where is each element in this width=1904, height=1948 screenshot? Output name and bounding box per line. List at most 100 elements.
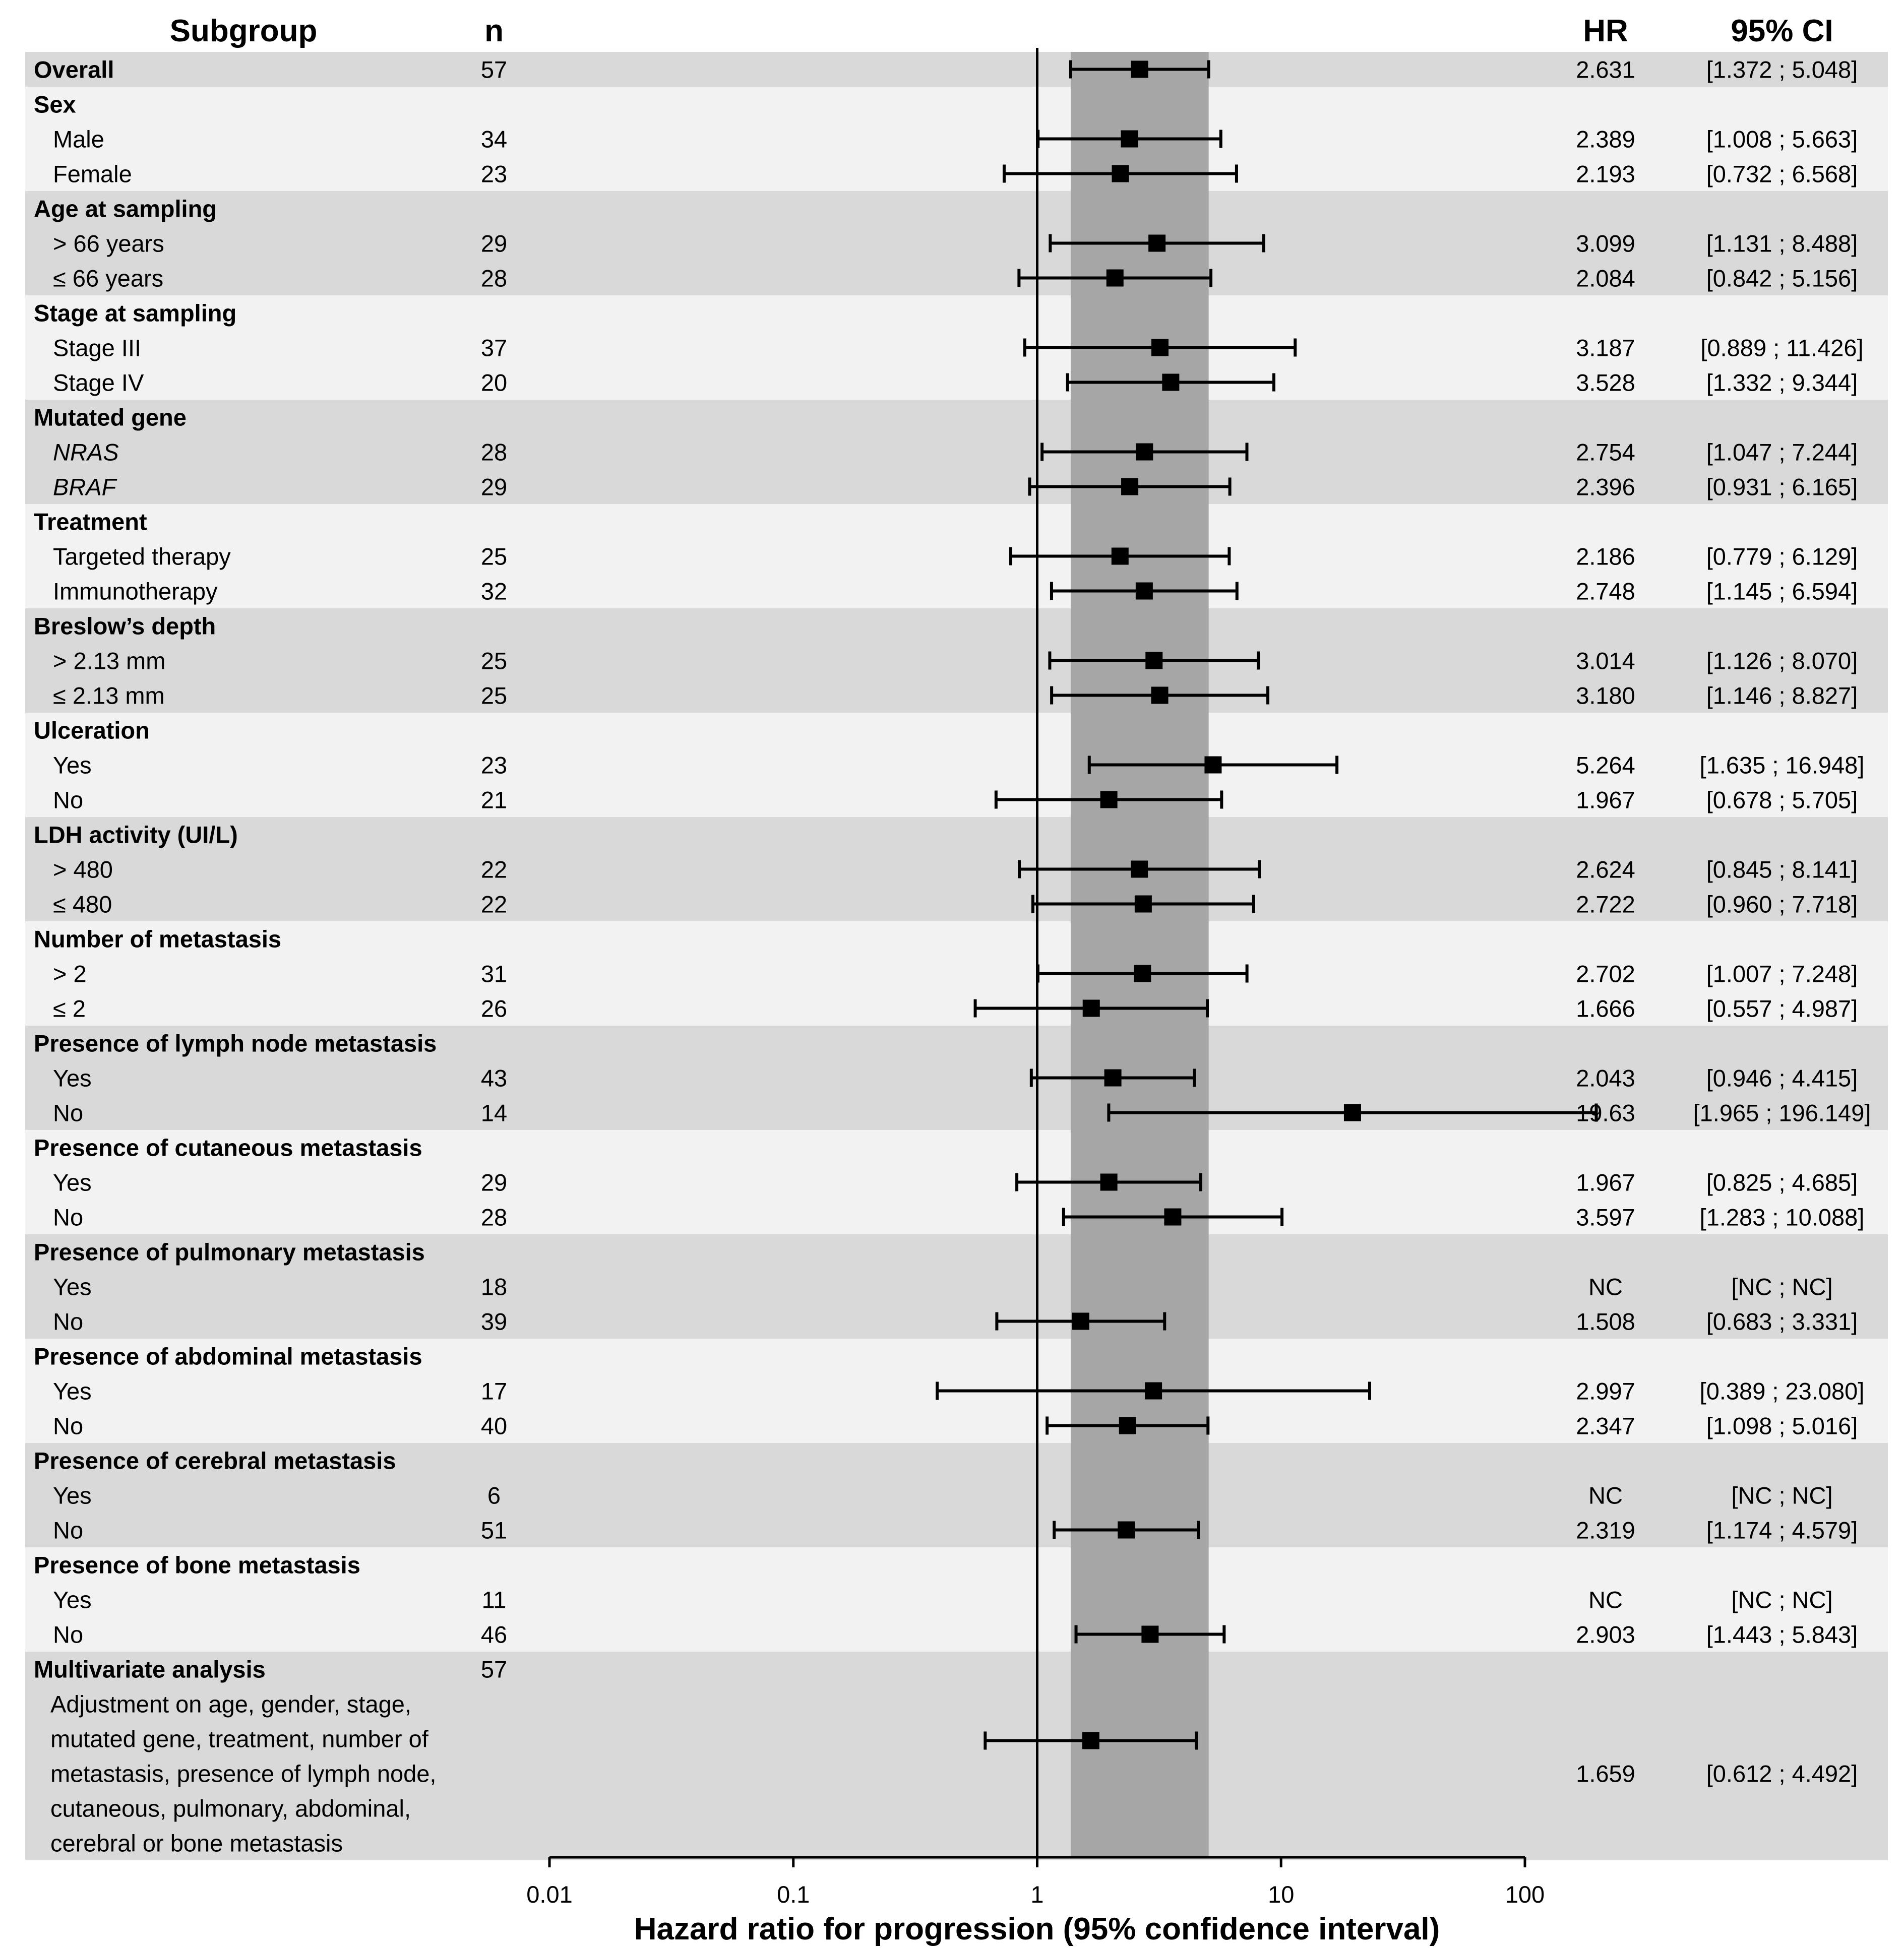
hr-value: NC <box>1588 1587 1623 1613</box>
subgroup-label: Yes <box>53 1587 92 1613</box>
ci-value: [0.825 ; 4.685] <box>1706 1169 1858 1196</box>
row-band <box>25 713 1888 817</box>
ci-value: [0.779 ; 6.129] <box>1706 543 1858 570</box>
hr-point <box>1119 1417 1136 1434</box>
hr-value: NC <box>1588 1274 1623 1300</box>
hr-value: 5.264 <box>1576 752 1635 779</box>
ci-value: [0.683 ; 3.331] <box>1706 1308 1858 1335</box>
hr-value: 2.319 <box>1576 1517 1635 1544</box>
ci-value: [0.842 ; 5.156] <box>1706 265 1858 292</box>
ci-value: [0.845 ; 8.141] <box>1706 856 1858 883</box>
ci-value: [1.126 ; 8.070] <box>1706 648 1858 674</box>
n-value: 14 <box>481 1100 507 1126</box>
n-value: 29 <box>481 1169 507 1196</box>
hr-point <box>1145 1382 1162 1400</box>
ci-value: [0.931 ; 6.165] <box>1706 474 1858 500</box>
row-band <box>25 608 1888 713</box>
hr-point <box>1104 1069 1122 1087</box>
hr-value: 2.903 <box>1576 1621 1635 1648</box>
ci-value: [1.007 ; 7.248] <box>1706 961 1858 987</box>
n-value: 51 <box>481 1517 507 1544</box>
row-band <box>25 817 1888 921</box>
hr-value: NC <box>1588 1482 1623 1509</box>
row-band <box>25 400 1888 504</box>
hr-value: 2.347 <box>1576 1413 1635 1439</box>
subgroup-label: No <box>53 1621 83 1648</box>
header-n: n <box>484 14 504 48</box>
n-value: 39 <box>481 1308 507 1335</box>
subgroup-label: > 66 years <box>53 230 164 257</box>
hr-point <box>1082 1732 1099 1749</box>
hr-value: 2.748 <box>1576 578 1635 605</box>
n-value: 23 <box>481 161 507 187</box>
hr-point <box>1151 686 1169 704</box>
subgroup-label: Yes <box>53 1482 92 1509</box>
subgroup-label: > 480 <box>53 856 113 883</box>
n-value: 46 <box>481 1621 507 1648</box>
row-band <box>25 191 1888 295</box>
ci-value: [1.131 ; 8.488] <box>1706 230 1858 257</box>
subgroup-heading: Presence of bone metastasis <box>34 1552 360 1579</box>
hr-value: 1.659 <box>1576 1761 1635 1787</box>
hr-point <box>1343 1104 1361 1121</box>
hr-value: 3.014 <box>1576 648 1635 674</box>
hr-value: 3.180 <box>1576 682 1635 709</box>
ci-value: [1.145 ; 6.594] <box>1706 578 1858 605</box>
n-value: 34 <box>481 126 507 153</box>
hr-value: 3.528 <box>1576 369 1635 396</box>
hr-value: 2.702 <box>1576 961 1635 987</box>
subgroup-heading: Number of metastasis <box>34 926 281 953</box>
subgroup-label: mutated gene, treatment, number of <box>50 1726 429 1752</box>
row-band <box>25 87 1888 191</box>
subgroup-label: Stage III <box>53 335 141 361</box>
hr-value: 3.187 <box>1576 335 1635 361</box>
hr-point <box>1136 443 1153 461</box>
hr-value: 2.043 <box>1576 1065 1635 1092</box>
n-value: 6 <box>487 1482 501 1509</box>
n-value: 29 <box>481 474 507 500</box>
row-bands <box>25 52 1888 1860</box>
hr-point <box>1204 756 1222 774</box>
n-value: 26 <box>481 995 507 1022</box>
ci-value: [1.098 ; 5.016] <box>1706 1413 1858 1439</box>
n-value: 57 <box>481 56 507 83</box>
n-value: 28 <box>481 439 507 466</box>
x-axis: 0.01 0.1 1 10 100 <box>526 1856 1545 1908</box>
subgroup-label: Yes <box>53 1169 92 1196</box>
hr-value: 1.967 <box>1576 1169 1635 1196</box>
row-band <box>25 504 1888 608</box>
ci-value: [1.146 ; 8.827] <box>1706 682 1858 709</box>
hr-value: 2.997 <box>1576 1378 1635 1405</box>
ci-value: [0.678 ; 5.705] <box>1706 787 1858 813</box>
subgroup-heading: Presence of cutaneous metastasis <box>34 1135 422 1161</box>
hr-point <box>1145 652 1163 669</box>
ci-value: [0.389 ; 23.080] <box>1700 1378 1865 1405</box>
hr-point <box>1151 339 1169 356</box>
header-hr: HR <box>1583 14 1628 48</box>
subgroup-label: Immunotherapy <box>53 578 218 605</box>
hr-value: 3.099 <box>1576 230 1635 257</box>
n-value: 21 <box>481 787 507 813</box>
n-value: 25 <box>481 682 507 709</box>
hr-point <box>1131 860 1148 878</box>
subgroup-heading: Multivariate analysis <box>34 1656 266 1683</box>
subgroup-label: metastasis, presence of lymph node, <box>50 1761 436 1787</box>
subgroup-heading: Treatment <box>34 509 147 535</box>
n-value: 11 <box>482 1587 507 1613</box>
hr-point <box>1100 791 1118 808</box>
n-value: 25 <box>481 543 507 570</box>
hr-value: 2.084 <box>1576 265 1635 292</box>
hr-value: 2.754 <box>1576 439 1635 466</box>
hr-point <box>1162 373 1180 391</box>
hr-value: 2.722 <box>1576 891 1635 918</box>
hr-point <box>1135 582 1153 600</box>
subgroup-label: Yes <box>53 1065 92 1092</box>
x-tick-label: 0.1 <box>777 1881 810 1908</box>
ci-value: [1.372 ; 5.048] <box>1706 56 1858 83</box>
x-tick-label: 10 <box>1268 1881 1294 1908</box>
n-value: 23 <box>481 752 507 779</box>
n-value: 57 <box>481 1656 507 1683</box>
row-band <box>25 1547 1888 1652</box>
subgroup-label: ≤ 480 <box>53 891 112 918</box>
